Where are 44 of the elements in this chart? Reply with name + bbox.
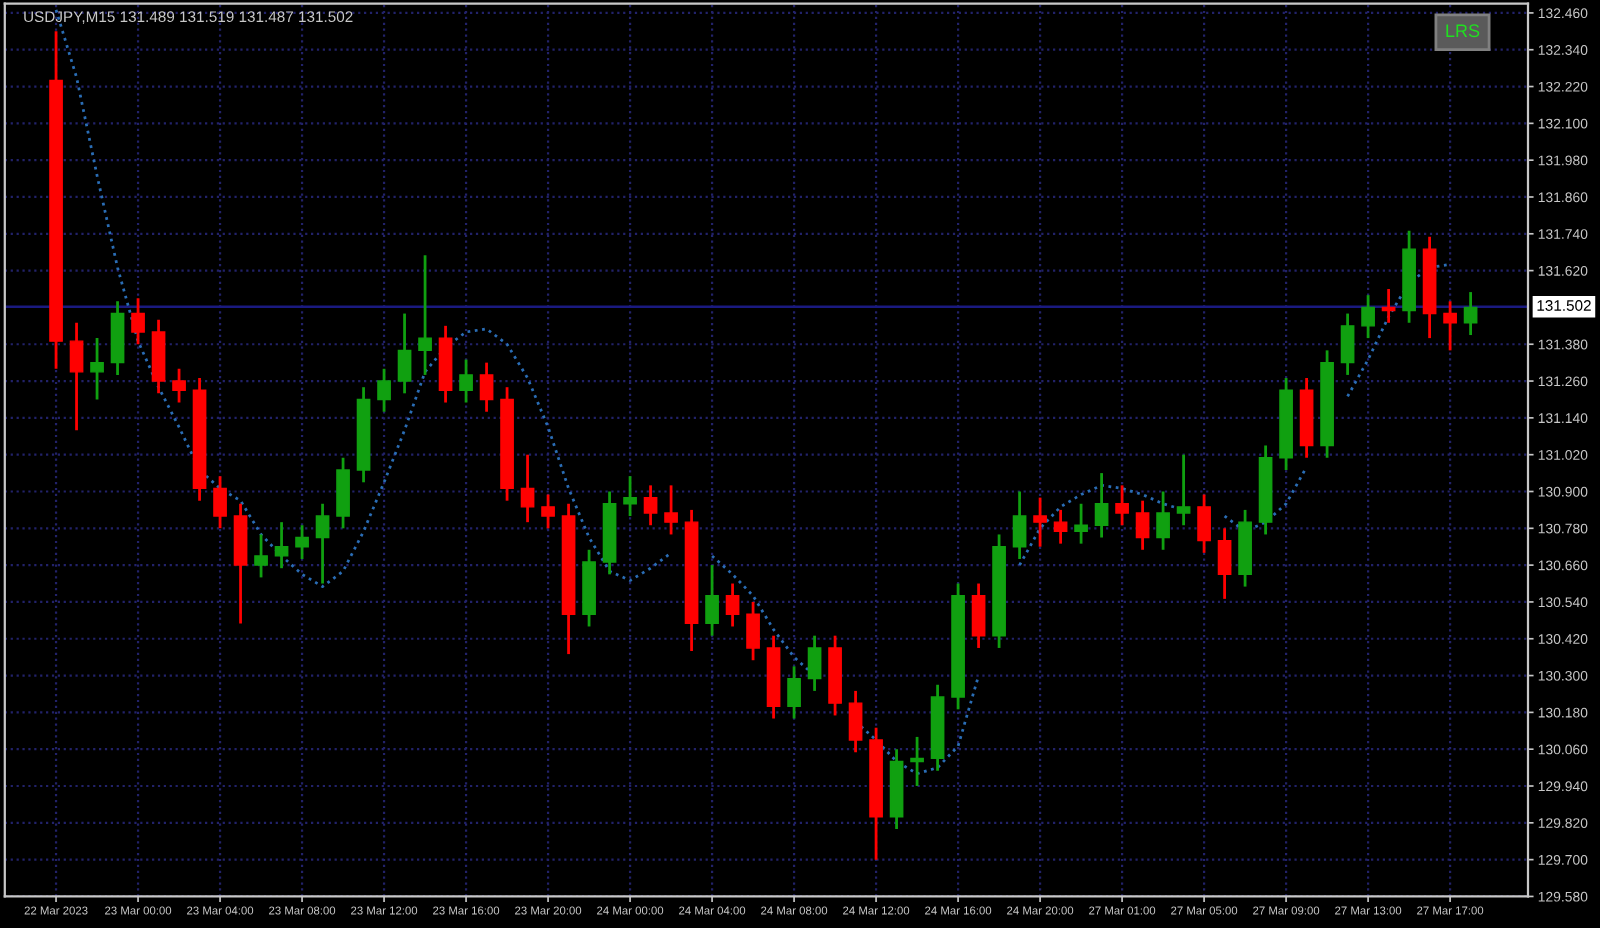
- candlestick: [397, 312, 412, 395]
- candlestick: [336, 456, 350, 530]
- candlestick: [1156, 490, 1170, 552]
- candlestick: [1443, 299, 1457, 352]
- candlestick: [643, 483, 658, 527]
- candlestick: [377, 367, 391, 414]
- candlestick: [807, 634, 822, 693]
- candlestick: [1094, 471, 1109, 539]
- candlestick: [1197, 493, 1211, 555]
- candlestick: [1340, 312, 1355, 377]
- candlestick: [90, 336, 104, 401]
- candlestick: [1217, 526, 1232, 601]
- candlestick: [131, 296, 145, 346]
- candlestick: [787, 664, 801, 720]
- candlestick: [254, 533, 268, 579]
- candlestick: [315, 502, 330, 585]
- candlestick: [623, 474, 637, 518]
- candlestick: [1012, 490, 1027, 561]
- candlestick: [971, 582, 986, 650]
- candlestick: [520, 453, 535, 524]
- candlestick: [746, 600, 760, 662]
- candlestick: [418, 253, 432, 377]
- candlestick: [1361, 293, 1375, 340]
- candlestick: [664, 483, 678, 536]
- candlestick: [1074, 502, 1088, 546]
- candlestick: [172, 367, 186, 404]
- candlestick: [910, 735, 924, 788]
- candlestick: [1115, 483, 1129, 527]
- annotation: LRS: [1446, 24, 1480, 38]
- candlestick: [459, 358, 473, 404]
- candlestick: [69, 321, 84, 432]
- candlestick: [1176, 453, 1191, 527]
- candlestick: [725, 582, 740, 628]
- candlestick: [479, 361, 494, 414]
- candlestick: [848, 689, 863, 754]
- candlestick: [1135, 499, 1150, 552]
- candlestick: [541, 493, 555, 530]
- candlestick: [274, 520, 289, 570]
- candlestick: [1033, 496, 1047, 549]
- candlestick: [1463, 290, 1478, 337]
- candlestick: [705, 563, 719, 638]
- candlestick: [1053, 508, 1068, 546]
- candlestick: [213, 474, 227, 530]
- candlestick: [295, 523, 309, 561]
